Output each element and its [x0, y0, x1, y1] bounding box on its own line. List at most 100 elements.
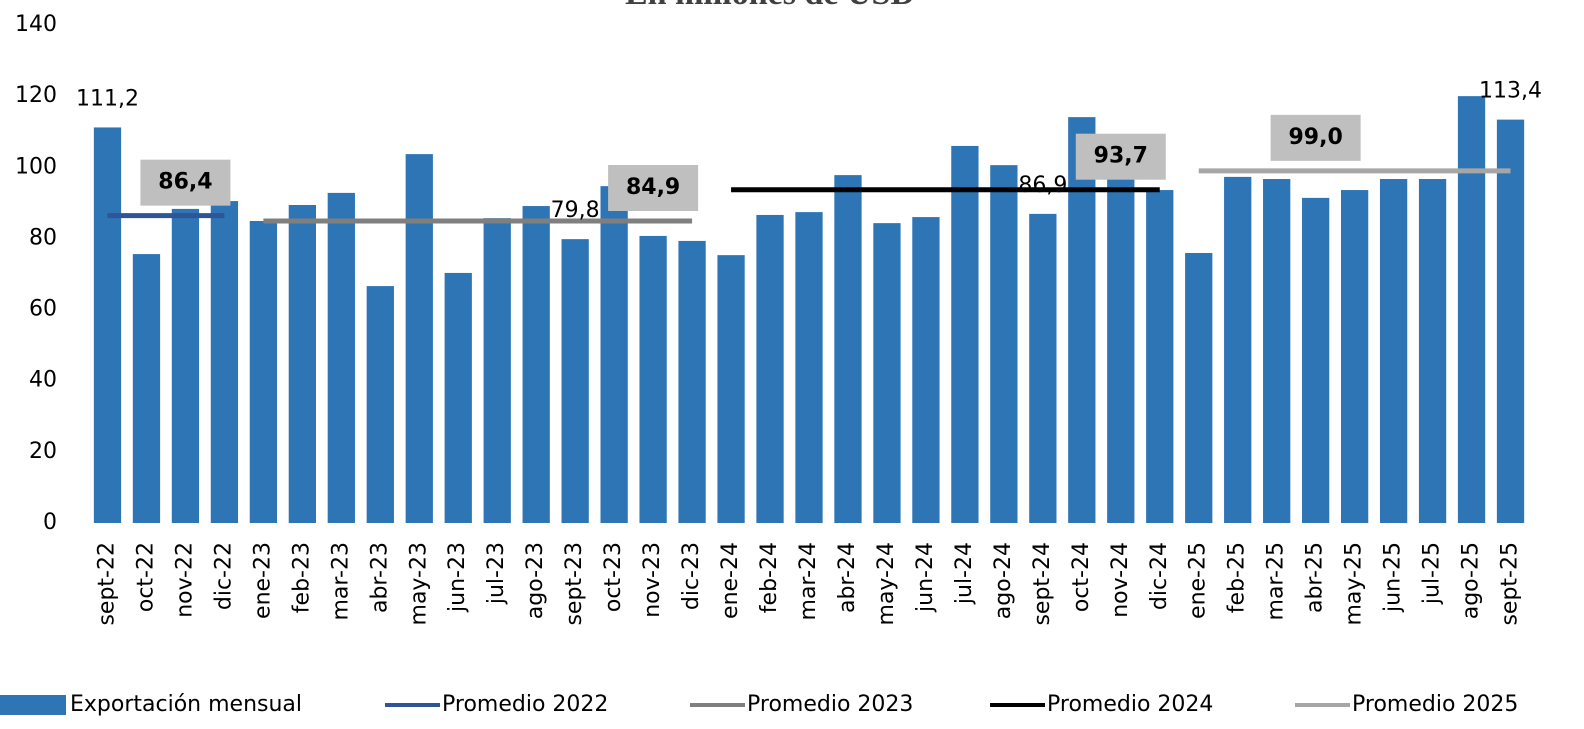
data-label-box [140, 159, 231, 206]
x-tick-label: nov-22 [172, 542, 197, 618]
bar [1457, 96, 1486, 524]
x-tick-label: feb-25 [1225, 542, 1250, 613]
bar [756, 214, 784, 524]
bar [327, 192, 355, 523]
x-tick-label: sept-25 [1498, 542, 1523, 626]
x-tick-label: may-25 [1342, 542, 1367, 625]
x-tick-label: oct-23 [601, 542, 626, 612]
bar [444, 272, 472, 523]
bar [678, 240, 706, 523]
x-tick-label: nov-24 [1108, 542, 1133, 618]
bar [1302, 197, 1330, 523]
data-label-box [608, 164, 699, 211]
x-tick-label: ago-25 [1459, 542, 1484, 619]
legend-label: Promedio 2025 [1352, 692, 1518, 717]
y-tick-label: 140 [15, 12, 57, 37]
bar [834, 175, 862, 523]
bar [1224, 176, 1252, 523]
legend-label: Promedio 2022 [442, 692, 608, 717]
x-tick-label: jun-25 [1381, 542, 1406, 613]
y-tick-label: 20 [29, 439, 57, 464]
bar [873, 223, 901, 523]
x-tick-label: jun-24 [913, 542, 938, 613]
legend-swatch [0, 695, 66, 715]
bar [1263, 179, 1291, 523]
bar [93, 127, 122, 524]
bar [1379, 179, 1408, 523]
x-tick-label: jul-25 [1420, 542, 1445, 605]
bar [288, 204, 316, 523]
data-label-box [1075, 133, 1166, 180]
y-tick-label: 40 [29, 368, 57, 393]
legend-label: Promedio 2024 [1047, 692, 1213, 717]
y-tick-label: 100 [15, 154, 57, 179]
data-label-box [1270, 114, 1361, 161]
y-tick-label: 120 [15, 83, 57, 108]
data-label: 84,9 [626, 175, 680, 200]
bar [1340, 190, 1369, 523]
x-tick-label: ago-23 [523, 542, 548, 619]
bar [483, 218, 511, 523]
x-tick-label: dic-24 [1147, 542, 1172, 610]
bar [171, 208, 200, 523]
x-tick-label: oct-22 [133, 542, 158, 612]
chart-title: En millones de USD [625, 0, 915, 12]
x-tick-label: dic-22 [211, 542, 236, 610]
x-tick-label: mar-23 [328, 542, 353, 620]
x-tick-label: abr-24 [835, 542, 860, 613]
bar [1418, 179, 1447, 523]
x-tick-label: mar-25 [1264, 542, 1289, 620]
x-tick-label: mar-24 [796, 542, 821, 620]
y-tick-label: 80 [29, 225, 57, 250]
legend-label: Promedio 2023 [747, 692, 913, 717]
x-tick-label: feb-23 [289, 542, 314, 613]
data-label: 86,9 [1018, 173, 1067, 198]
legend-label: Exportación mensual [70, 692, 302, 717]
data-label: 79,8 [551, 198, 600, 223]
bar [795, 212, 823, 523]
bar [1068, 117, 1096, 523]
x-tick-label: abr-25 [1303, 542, 1328, 613]
x-tick-label: jul-23 [484, 542, 509, 605]
x-tick-label: may-23 [406, 542, 431, 625]
bar [1107, 177, 1135, 523]
x-tick-label: ago-24 [991, 542, 1016, 619]
x-tick-label: abr-23 [367, 542, 392, 613]
x-tick-label: sept-24 [1030, 542, 1055, 626]
data-label: 86,4 [158, 170, 212, 195]
bar [132, 254, 161, 523]
bar [405, 154, 433, 524]
x-tick-label: dic-23 [679, 542, 704, 610]
bar [210, 201, 239, 524]
x-tick-label: feb-24 [757, 542, 782, 613]
data-label: 99,0 [1289, 125, 1343, 150]
bar [522, 206, 550, 523]
x-tick-label: sept-22 [94, 542, 119, 626]
bar [600, 186, 628, 524]
bar [1496, 119, 1525, 524]
x-tick-label: ene-24 [718, 542, 743, 619]
y-tick-label: 60 [29, 297, 57, 322]
bar [1146, 190, 1174, 523]
bar [249, 220, 278, 523]
bar [1029, 213, 1057, 524]
bar [561, 239, 589, 523]
bar [951, 145, 979, 523]
bar [912, 217, 940, 524]
bar [1185, 253, 1213, 523]
y-tick-label: 0 [43, 510, 57, 535]
x-tick-label: jun-23 [445, 542, 470, 613]
data-label: 111,2 [76, 86, 139, 111]
x-tick-label: ene-23 [250, 542, 275, 619]
bar [366, 286, 394, 523]
data-label: 113,4 [1479, 79, 1542, 104]
bar [639, 235, 667, 523]
data-label: 93,7 [1094, 144, 1148, 169]
bar [717, 255, 745, 523]
x-tick-label: may-24 [874, 542, 899, 625]
bar [990, 165, 1018, 523]
x-tick-label: jul-24 [952, 542, 977, 605]
x-tick-label: ene-25 [1186, 542, 1211, 619]
x-tick-label: oct-24 [1069, 542, 1094, 612]
